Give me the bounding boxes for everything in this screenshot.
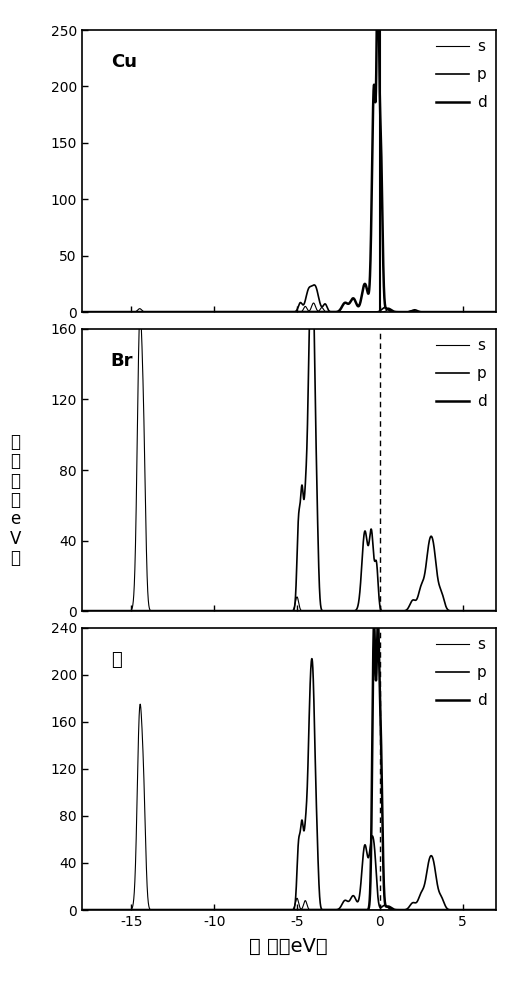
d: [228, 306, 235, 318]
s: [358, 605, 364, 617]
s: [100, 904, 106, 916]
p: [309, 241, 315, 253]
s: [366, 904, 373, 916]
d: [79, 605, 85, 617]
s: [408, 605, 414, 617]
Legend: s, p, d: s, p, d: [429, 332, 493, 415]
s: [408, 305, 414, 317]
p: [311, 279, 317, 291]
Line: d: d: [82, 0, 496, 312]
s: [342, 306, 348, 318]
s: [323, 904, 330, 916]
s: [228, 605, 235, 617]
p: [323, 904, 330, 916]
d: [323, 904, 330, 916]
d: [408, 306, 414, 318]
p: [100, 904, 106, 916]
p: [100, 306, 106, 318]
s: [342, 605, 348, 617]
Legend: s, p, d: s, p, d: [429, 631, 493, 714]
s: [228, 904, 235, 916]
Text: Br: Br: [111, 352, 133, 370]
d: [342, 605, 348, 617]
d: [342, 904, 348, 916]
d: [385, 605, 391, 617]
s: [100, 605, 106, 617]
d: [228, 605, 235, 617]
p: [79, 306, 85, 318]
p: [408, 899, 414, 911]
Line: s: s: [82, 303, 496, 312]
s: [311, 297, 317, 309]
Line: s: s: [82, 312, 496, 611]
p: [100, 605, 106, 617]
p: [386, 902, 392, 914]
s: [493, 605, 499, 617]
p: [342, 894, 348, 906]
d: [79, 306, 85, 318]
d: [408, 605, 414, 617]
p: [309, 653, 315, 665]
d: [100, 605, 106, 617]
s: [137, 698, 143, 710]
d: [386, 303, 392, 315]
p: [79, 605, 85, 617]
s: [100, 306, 106, 318]
p: [408, 305, 414, 317]
d: [493, 306, 499, 318]
X-axis label: 能 量（eV）: 能 量（eV）: [249, 937, 328, 956]
d: [493, 605, 499, 617]
p: [493, 605, 499, 617]
p: [386, 605, 392, 617]
s: [493, 904, 499, 916]
d: [493, 904, 499, 916]
Line: s: s: [82, 704, 496, 910]
d: [375, 615, 381, 627]
s: [342, 904, 348, 916]
p: [79, 904, 85, 916]
s: [323, 605, 330, 617]
s: [386, 605, 392, 617]
p: [408, 597, 414, 609]
d: [228, 904, 235, 916]
s: [214, 306, 220, 318]
s: [79, 904, 85, 916]
Line: d: d: [82, 621, 496, 910]
d: [79, 904, 85, 916]
p: [493, 306, 499, 318]
s: [386, 304, 392, 316]
d: [100, 306, 106, 318]
d: [100, 904, 106, 916]
Text: 态
密
度
（
e
V
）: 态 密 度 （ e V ）: [10, 433, 21, 567]
d: [408, 904, 414, 916]
s: [493, 306, 499, 318]
s: [79, 306, 85, 318]
p: [228, 605, 235, 617]
s: [137, 306, 143, 318]
s: [408, 904, 414, 916]
d: [323, 306, 330, 318]
p: [493, 904, 499, 916]
s: [228, 306, 235, 318]
s: [79, 605, 85, 617]
d: [386, 901, 392, 913]
Text: 总: 总: [111, 651, 122, 669]
d: [323, 605, 330, 617]
Legend: s, p, d: s, p, d: [429, 33, 493, 116]
p: [323, 300, 330, 312]
Line: p: p: [82, 285, 496, 312]
d: [342, 297, 348, 309]
p: [386, 304, 392, 316]
s: [386, 904, 392, 916]
p: [342, 306, 348, 318]
Line: p: p: [82, 659, 496, 910]
Line: p: p: [82, 247, 496, 611]
p: [228, 306, 235, 318]
p: [342, 605, 348, 617]
p: [323, 605, 330, 617]
Text: Cu: Cu: [111, 53, 137, 71]
p: [228, 904, 235, 916]
s: [323, 306, 330, 318]
